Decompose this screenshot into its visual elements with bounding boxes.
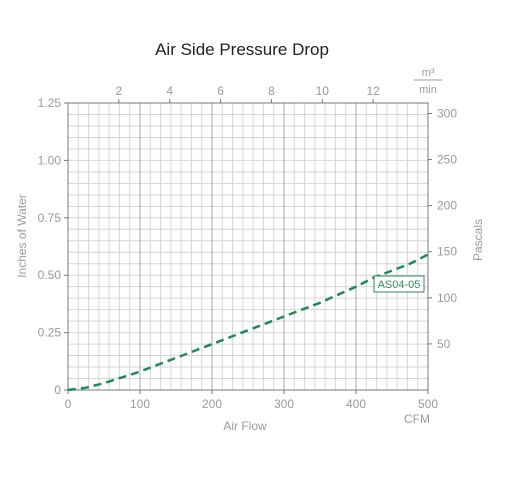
y-axis-left-label: Inches of Water xyxy=(15,194,29,278)
top-tick-label: 10 xyxy=(316,84,330,98)
right-axis-ticks: 50 100 150 200 250 300 xyxy=(428,106,457,351)
top-tick-label: 2 xyxy=(116,84,123,98)
bottom-tick-label: 400 xyxy=(346,397,366,411)
right-tick-label: 300 xyxy=(437,106,457,120)
right-tick-label: 150 xyxy=(437,245,457,259)
top-axis-ticks: 2 4 6 8 10 12 xyxy=(116,84,380,103)
top-tick-label: 6 xyxy=(217,84,224,98)
series-annotation: AS04-05 xyxy=(373,275,425,293)
x-axis-unit: CFM xyxy=(404,412,430,426)
annotation-label: AS04-05 xyxy=(378,279,421,291)
bottom-tick-label: 0 xyxy=(65,397,72,411)
right-tick-label: 250 xyxy=(437,153,457,167)
left-tick-label: 0.75 xyxy=(38,211,62,225)
top-axis-unit: m³ min xyxy=(414,67,442,96)
bottom-tick-label: 500 xyxy=(418,397,438,411)
left-tick-label: 1.25 xyxy=(38,96,62,110)
left-axis-ticks: 0 0.25 0.50 0.75 1.00 1.25 xyxy=(38,96,68,397)
top-tick-label: 8 xyxy=(268,84,275,98)
left-tick-label: 1.00 xyxy=(38,153,62,167)
left-tick-label: 0.25 xyxy=(38,326,62,340)
top-axis-unit-denominator: min xyxy=(419,84,437,96)
right-tick-label: 100 xyxy=(437,291,457,305)
y-axis-right-label: Pascals xyxy=(471,219,485,261)
plot-frame xyxy=(67,102,429,391)
top-tick-label: 4 xyxy=(166,84,173,98)
left-tick-label: 0.50 xyxy=(38,268,62,282)
bottom-axis-ticks: 0 100 200 300 400 500 xyxy=(65,390,438,411)
right-tick-label: 50 xyxy=(437,337,451,351)
chart-title: Air Side Pressure Drop xyxy=(155,40,329,59)
bottom-tick-label: 200 xyxy=(202,397,222,411)
top-tick-label: 12 xyxy=(366,84,380,98)
top-axis-unit-numerator: m³ xyxy=(422,67,435,79)
x-axis-label: Air Flow xyxy=(223,419,267,433)
annotation-box xyxy=(373,275,425,293)
grid xyxy=(68,103,428,390)
bottom-tick-label: 300 xyxy=(274,397,294,411)
bottom-tick-label: 100 xyxy=(130,397,150,411)
left-tick-label: 0 xyxy=(54,383,61,397)
right-tick-label: 200 xyxy=(437,199,457,213)
